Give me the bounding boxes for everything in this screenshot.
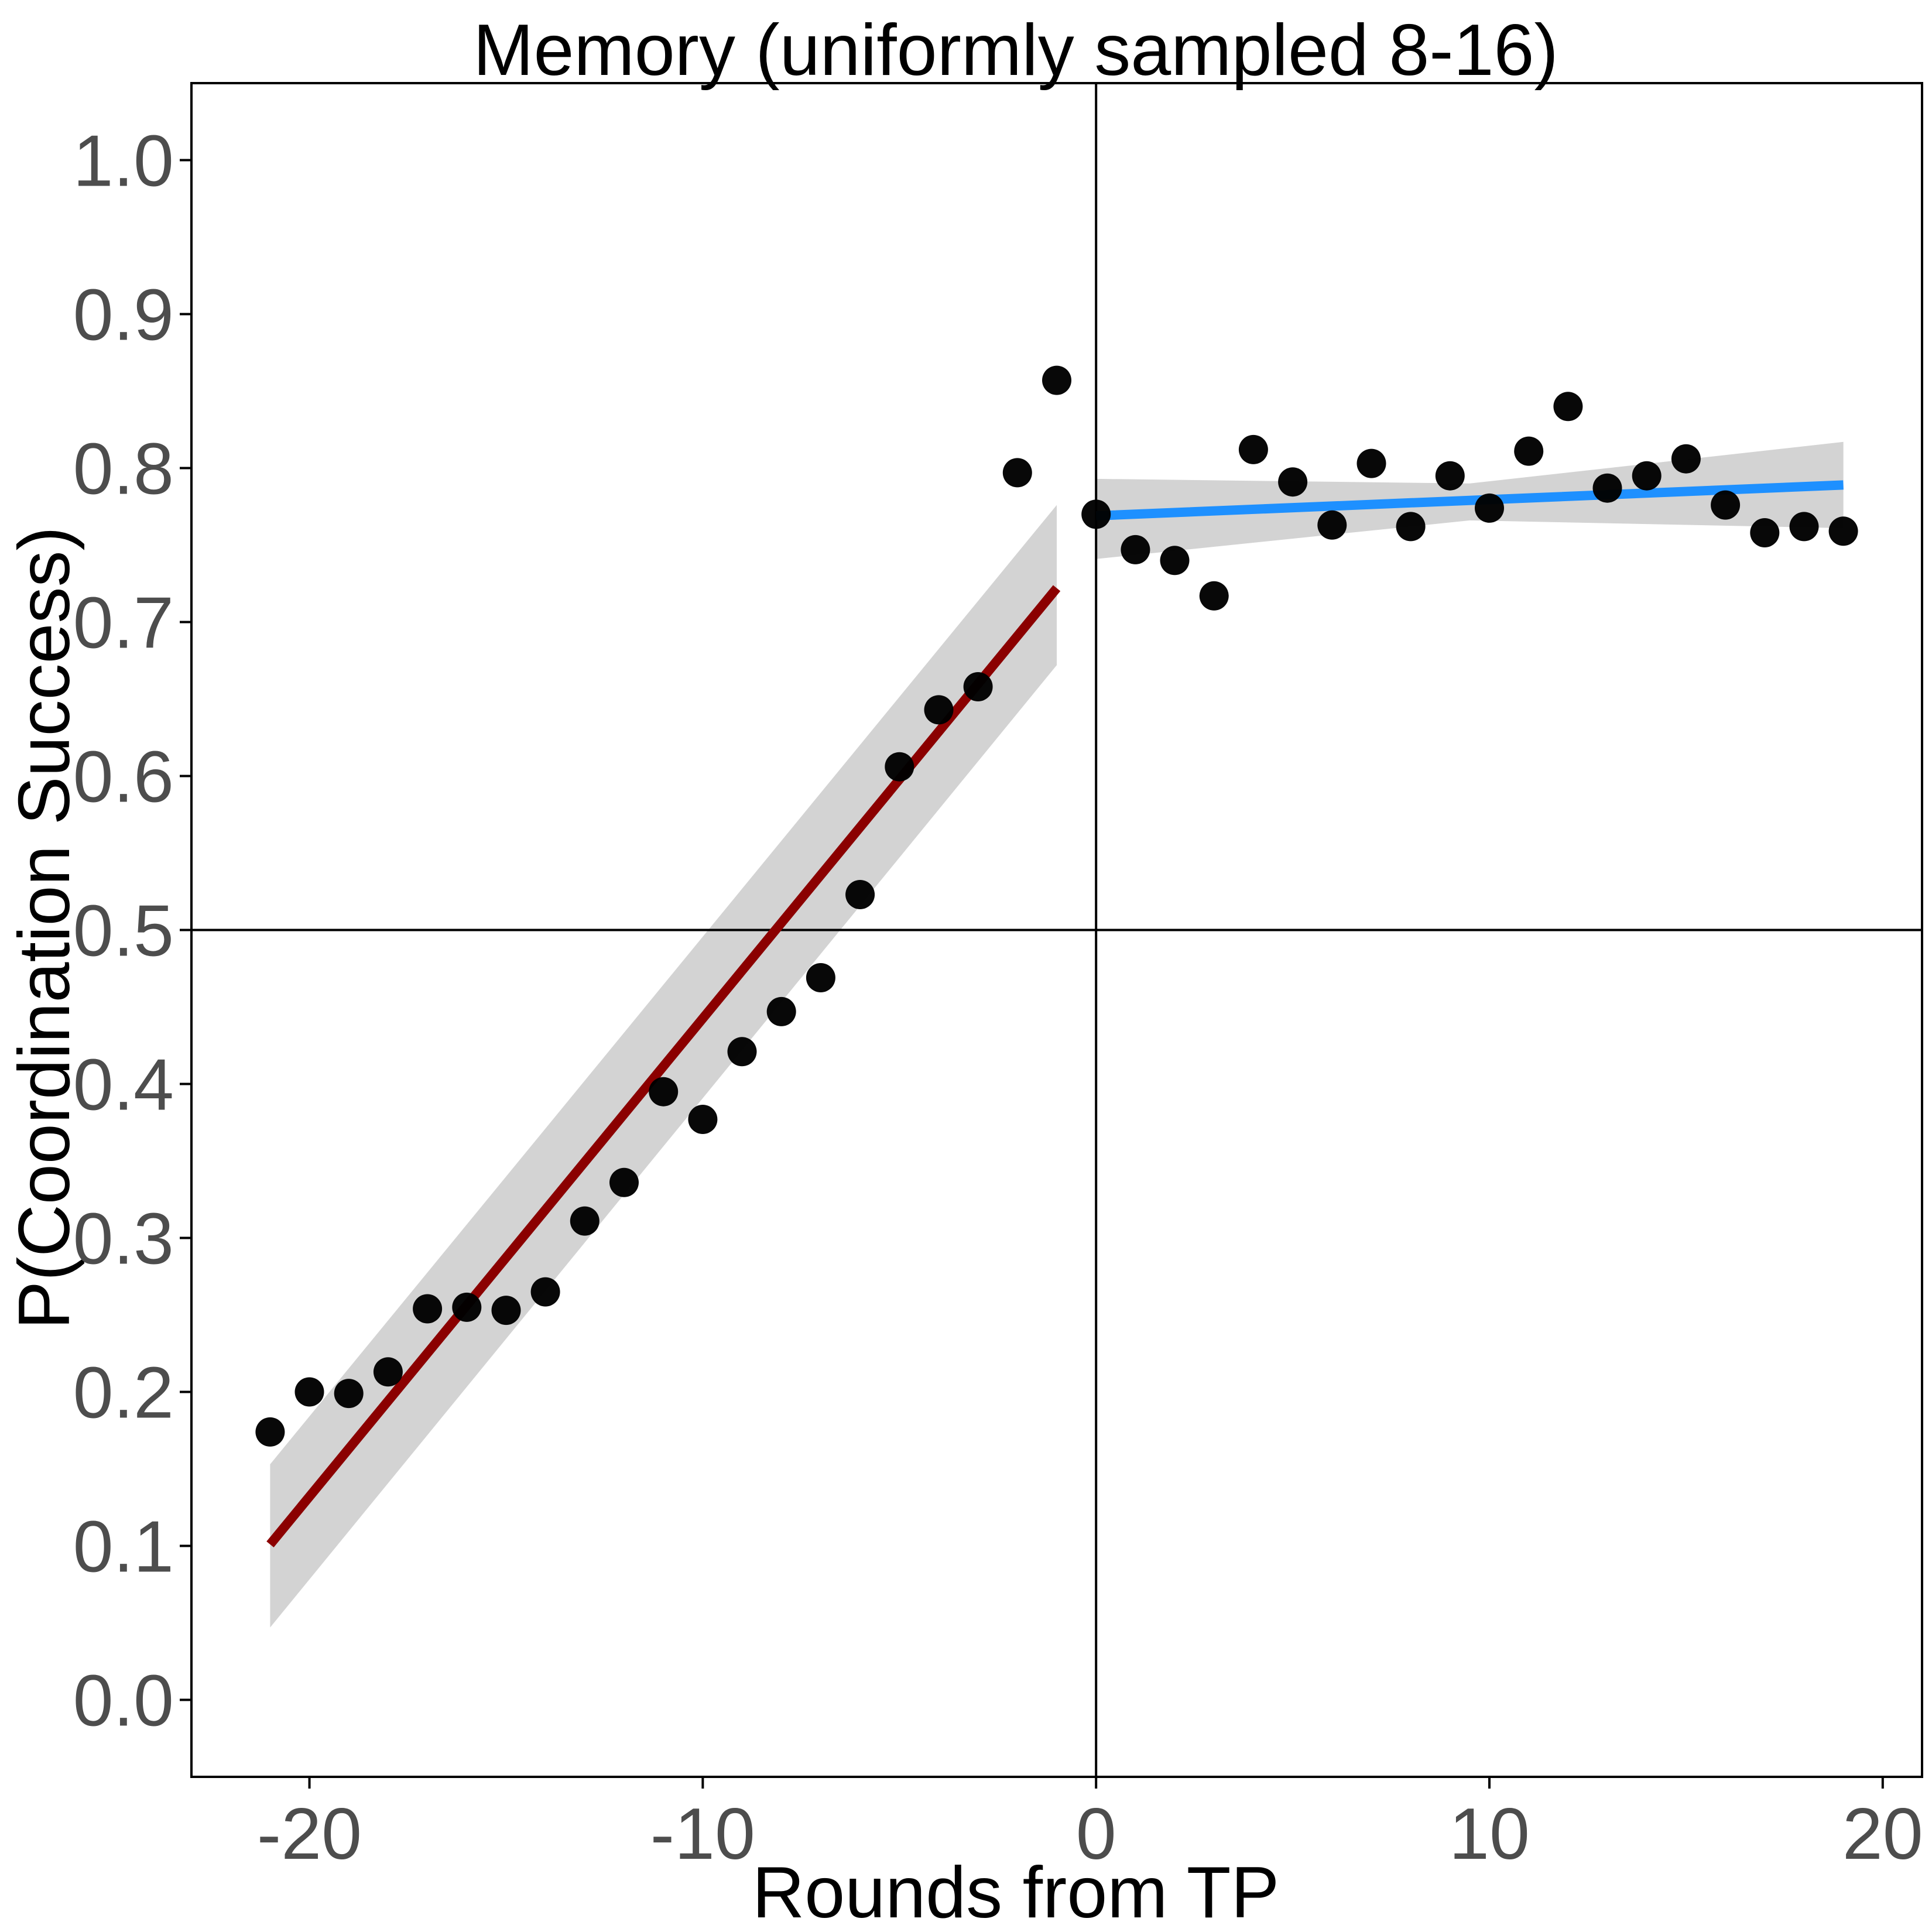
data-point (1042, 365, 1071, 395)
data-point (1553, 392, 1583, 422)
x-tick-label: 0 (1076, 1794, 1116, 1875)
data-point (1121, 535, 1150, 564)
data-point (1750, 518, 1780, 547)
data-point (1828, 516, 1858, 546)
data-point (491, 1296, 521, 1325)
x-tick-label: 10 (1449, 1794, 1530, 1875)
data-point (727, 1037, 757, 1067)
fit-lines (266, 480, 1844, 1547)
data-point (255, 1417, 285, 1447)
data-point (530, 1277, 560, 1307)
data-point (1356, 448, 1386, 478)
data-point (452, 1292, 482, 1322)
data-point (1238, 434, 1268, 464)
data-point (334, 1379, 364, 1409)
data-point (1789, 512, 1819, 542)
x-tick-label: 20 (1842, 1794, 1923, 1875)
y-tick-label: 0.5 (73, 891, 174, 972)
y-tick-label: 0.8 (73, 429, 174, 510)
y-axis-label: P(Coordination Success) (4, 526, 85, 1330)
data-point (1002, 458, 1032, 488)
data-point (1592, 473, 1622, 503)
y-tick-label: 0.0 (73, 1661, 174, 1742)
fit-line-after (1095, 480, 1844, 520)
x-axis-label: Rounds from TP (752, 1852, 1280, 1932)
data-point (963, 672, 993, 701)
y-tick-label: 0.6 (73, 737, 174, 818)
y-tick-label: 0.3 (73, 1199, 174, 1280)
y-tick-label: 0.4 (73, 1045, 174, 1126)
data-point (413, 1294, 443, 1324)
y-tick-label: 1.0 (73, 121, 174, 202)
data-point (1081, 499, 1111, 529)
x-tick-label: -10 (650, 1794, 755, 1875)
data-point (688, 1105, 718, 1134)
data-point (1671, 444, 1701, 474)
chart-title: Memory (uniformly sampled 8-16) (473, 10, 1558, 91)
y-tick-label: 0.9 (73, 275, 174, 356)
axes: -20 -10 0 10 20 0.0 0.1 0.2 0.3 0.4 0.5 0.6 0.7 0.8 0.… (73, 82, 1923, 1875)
data-point (766, 996, 796, 1026)
fit-line-before (266, 585, 1061, 1547)
data-point (1278, 467, 1308, 497)
data-point (609, 1167, 639, 1197)
data-point (885, 752, 914, 782)
data-point (1317, 510, 1347, 540)
y-tick-label: 0.2 (73, 1353, 174, 1434)
data-point (1475, 493, 1504, 523)
reference-lines (191, 83, 1922, 1777)
y-tick-label: 0.1 (73, 1507, 174, 1588)
data-point (1632, 461, 1662, 491)
data-point (1160, 546, 1190, 576)
data-point (1514, 436, 1544, 466)
data-point (373, 1357, 403, 1387)
data-point (806, 963, 835, 992)
data-point (845, 880, 875, 909)
data-point (649, 1077, 679, 1107)
data-point (1435, 461, 1465, 491)
data-point (570, 1206, 600, 1236)
data-points (255, 365, 1858, 1447)
data-point (1396, 512, 1426, 542)
y-tick-label: 0.7 (73, 583, 174, 664)
data-point (1711, 490, 1741, 520)
data-point (294, 1377, 324, 1407)
data-point (1199, 581, 1229, 611)
confidence-bands (270, 441, 1844, 1628)
data-point (924, 695, 954, 725)
x-tick-label: -20 (257, 1794, 362, 1875)
